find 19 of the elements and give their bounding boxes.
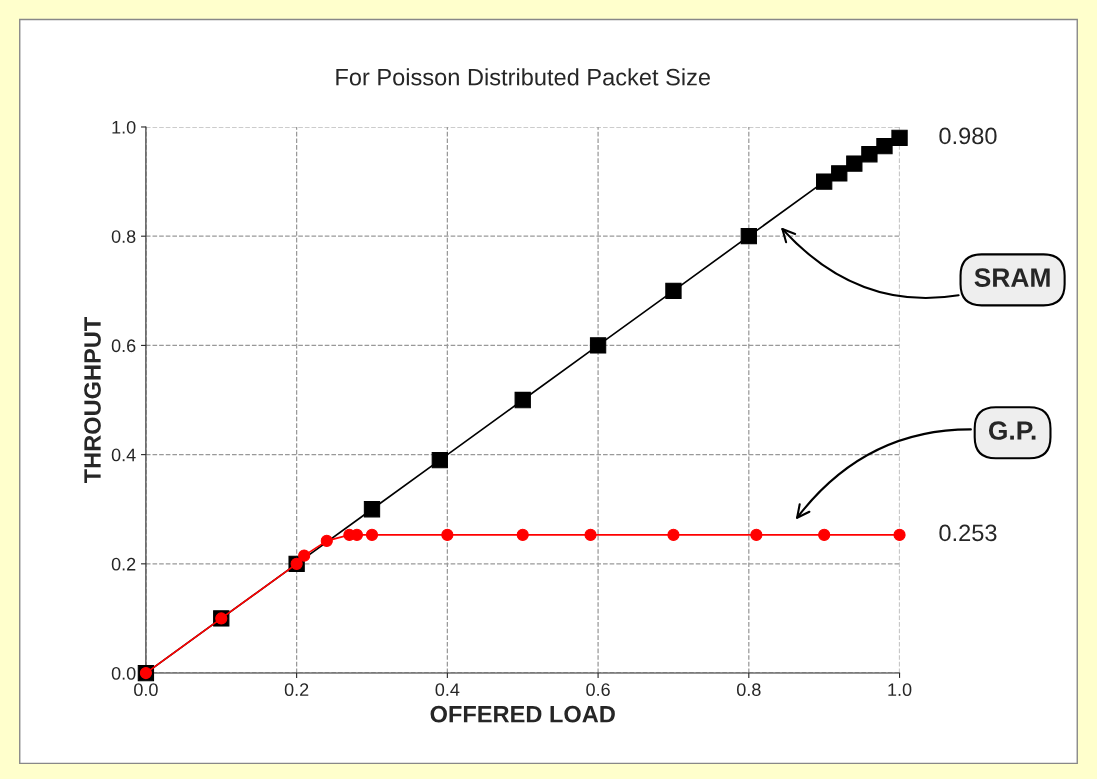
- chart-title: For Poisson Distributed Packet Size: [336, 68, 710, 86]
- y-tick-label: 0.6: [111, 339, 136, 353]
- y-axis-title: THROUGHPUT: [84, 316, 101, 484]
- y-tick-label: 0.0: [111, 666, 136, 680]
- x-tick-label: 0.4: [435, 683, 460, 697]
- y-tick-label: 0.4: [111, 448, 136, 462]
- annotation: 0.253: [939, 524, 997, 542]
- text: G.P.: [988, 421, 1036, 440]
- y-tick-label: 0.2: [111, 557, 136, 571]
- x-tick-label: 0.8: [736, 683, 761, 697]
- y-tick-label: 1.0: [112, 120, 136, 134]
- x-tick-label: 0.6: [586, 683, 610, 697]
- text: SRAM: [974, 268, 1050, 287]
- x-tick-label: 0.2: [284, 683, 309, 697]
- y-tick-label: 0.8: [111, 230, 136, 243]
- annotation: 0.980: [939, 127, 997, 145]
- x-tick-label: 1.0: [888, 683, 912, 697]
- x-axis-title: OFFERED LOAD: [430, 705, 615, 723]
- x-tick-label: 0.0: [134, 683, 158, 697]
